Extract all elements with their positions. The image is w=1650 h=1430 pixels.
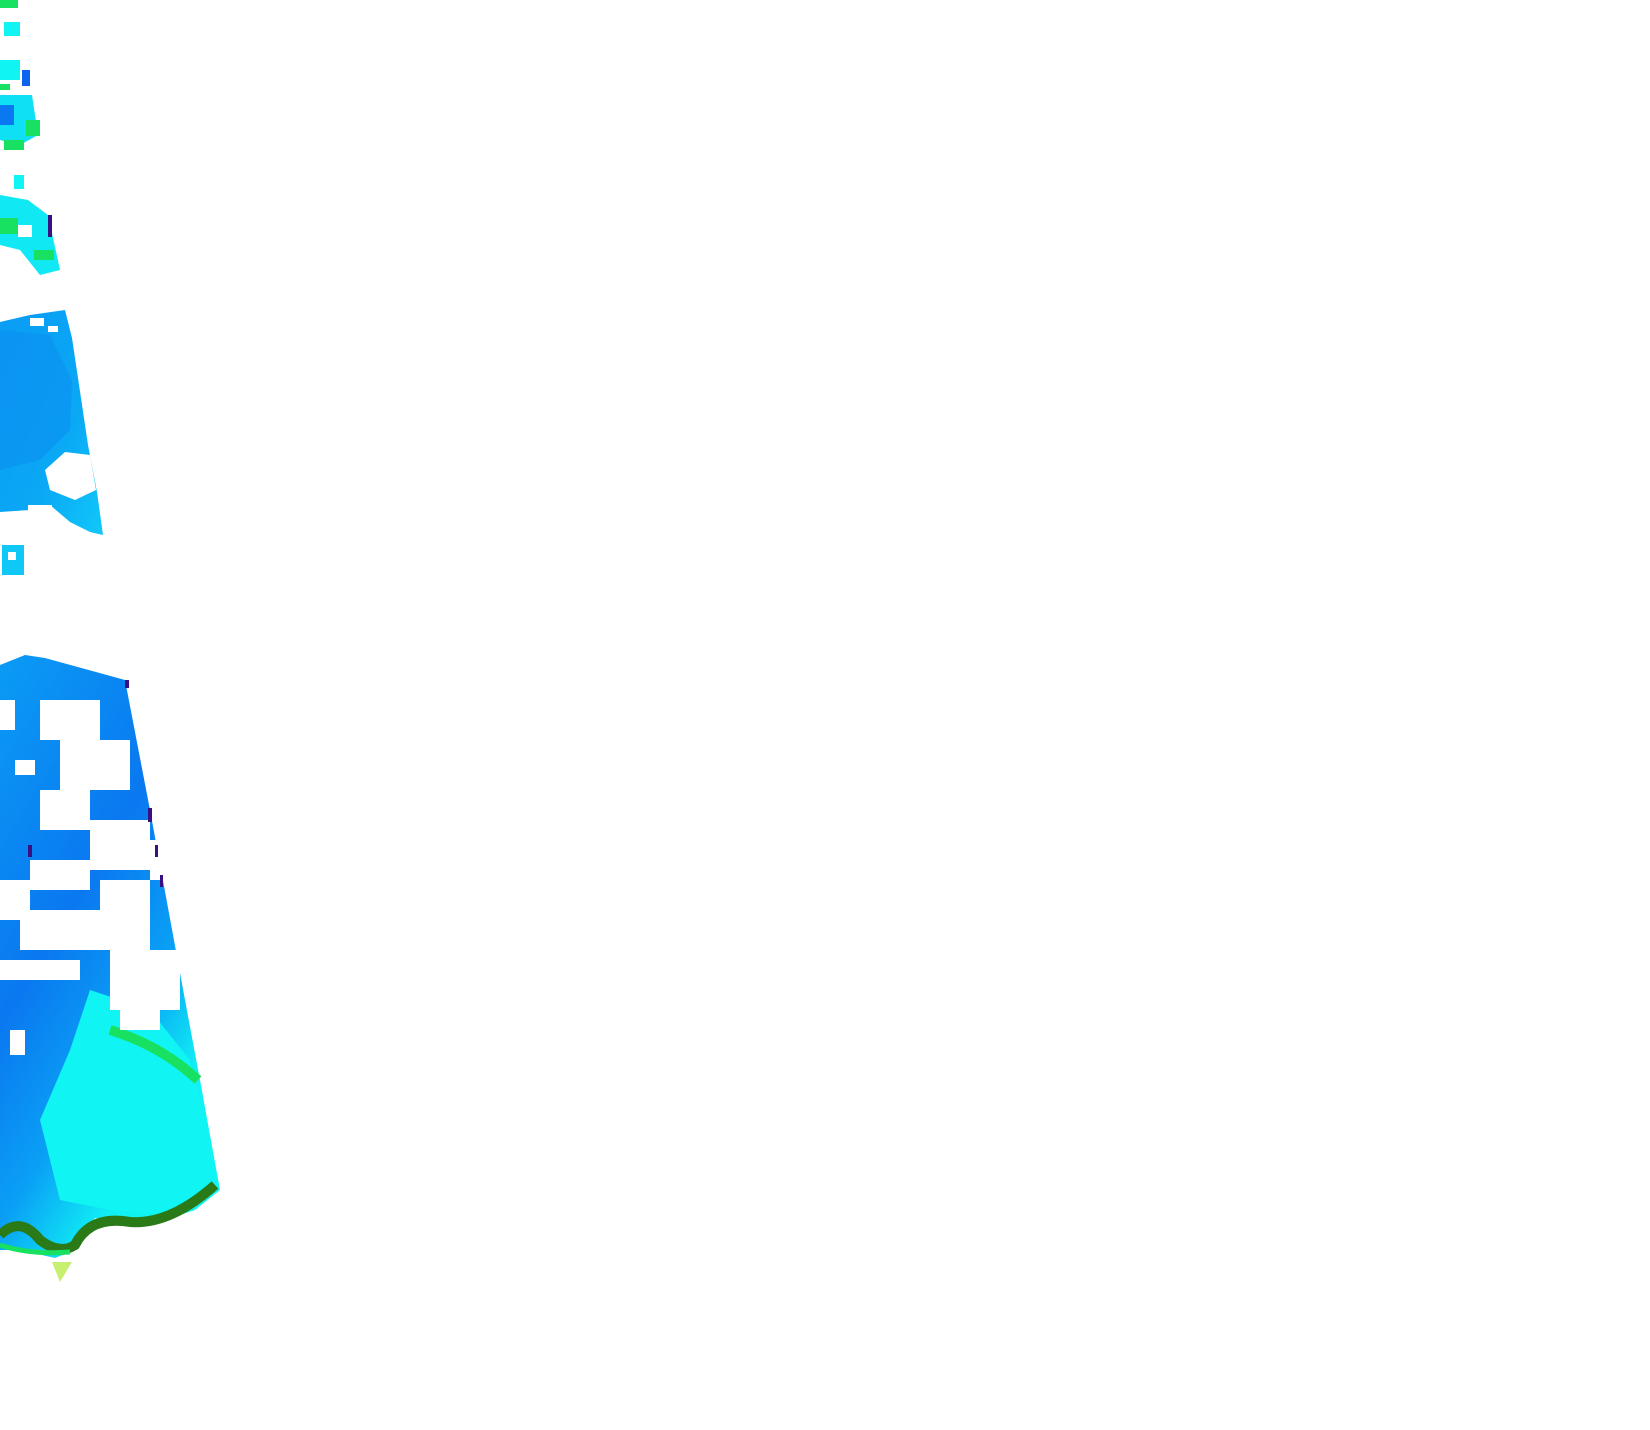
swath-segment-top bbox=[0, 0, 40, 150]
swath-segment-middle bbox=[0, 310, 103, 575]
swath-segment-lower bbox=[0, 655, 220, 1282]
swath-segment-upper bbox=[0, 175, 60, 275]
